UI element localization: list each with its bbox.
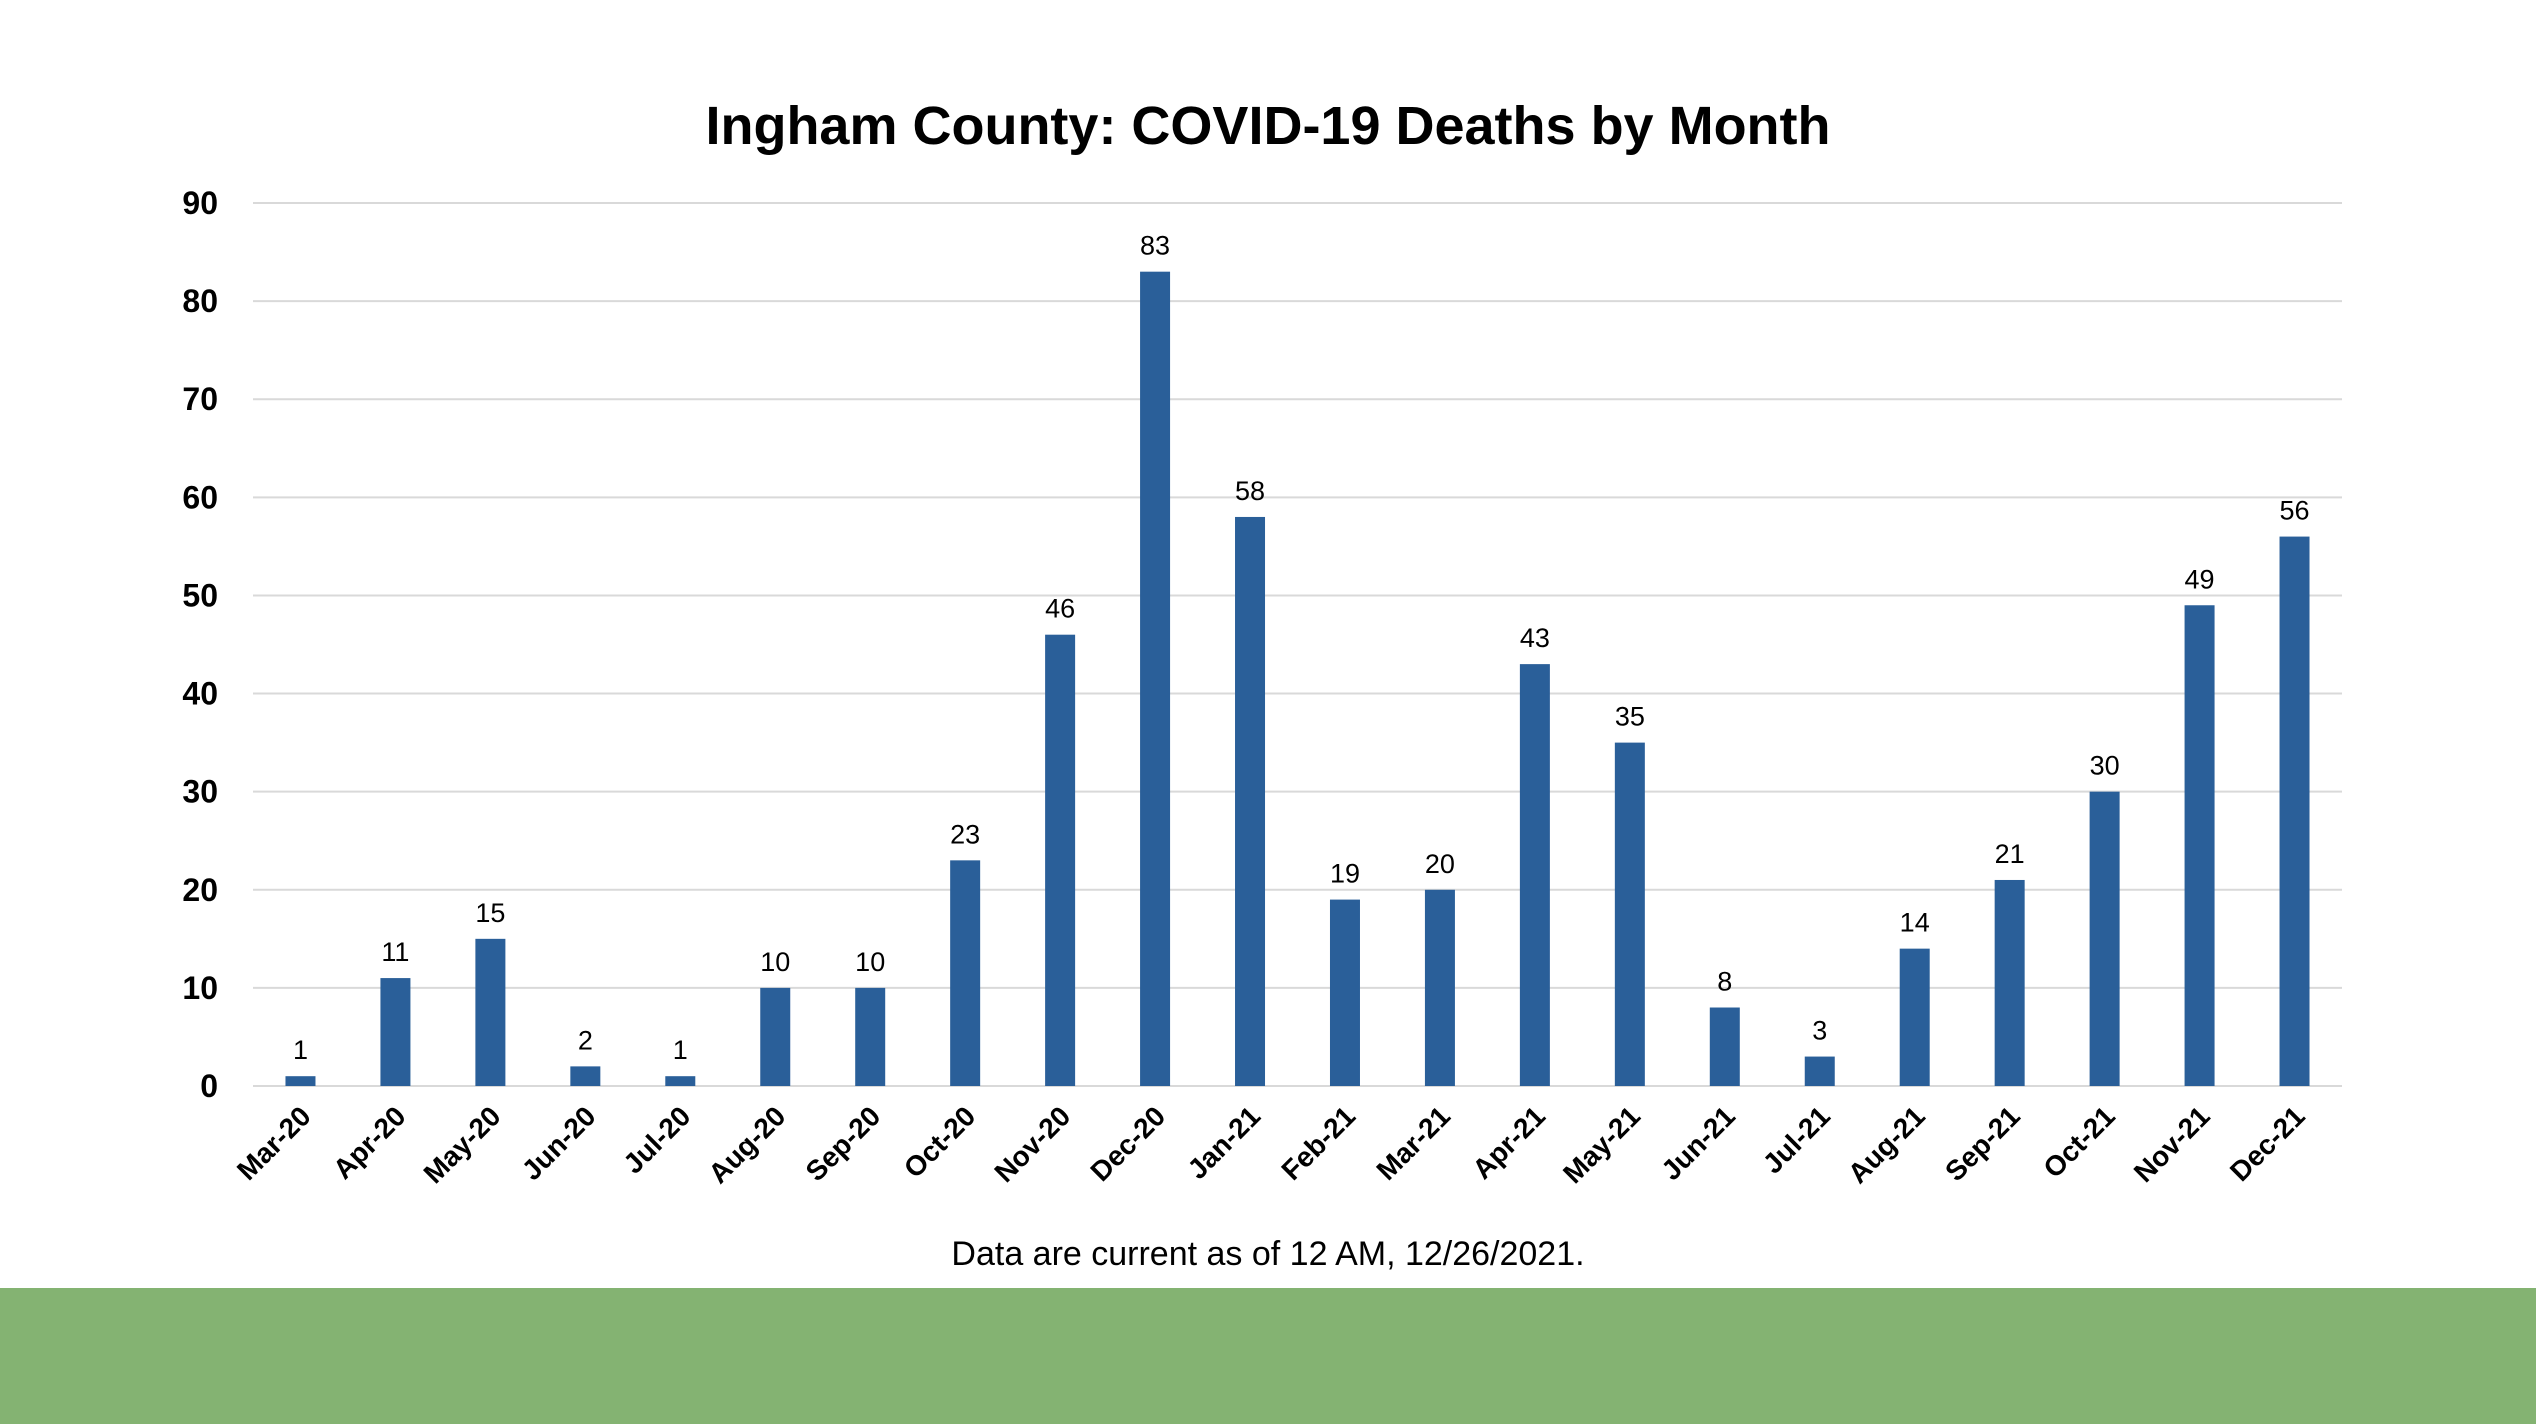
gridlines [253,202,2342,1087]
data-label-Mar-21: 20 [1425,849,1455,879]
data-label-Jul-21: 3 [1812,1016,1827,1046]
data-label-Sep-20: 10 [855,947,885,977]
data-label-May-21: 35 [1615,702,1645,732]
y-tick-label-10: 10 [182,970,218,1006]
y-tick-label-20: 20 [182,872,218,908]
bar-Nov-20 [1045,634,1076,1086]
bar-May-21 [1614,742,1645,1086]
data-label-Dec-20: 83 [1140,231,1170,261]
bar-Aug-21 [1899,948,1930,1086]
bar-Nov-21 [2184,605,2215,1086]
data-label-Oct-21: 30 [2090,751,2120,781]
data-label-Apr-21: 43 [1520,623,1550,653]
y-tick-label-90: 90 [182,185,218,221]
bar-Oct-21 [2089,791,2120,1086]
y-tick-label-0: 0 [200,1068,218,1104]
bar-Dec-20 [1140,271,1171,1087]
x-tick-label-Dec-21: Dec-21 [2224,1100,2311,1187]
x-tick-label-Oct-20: Oct-20 [898,1100,982,1184]
bar-Sep-21 [1994,879,2025,1086]
x-tick-label-Sep-20: Sep-20 [800,1100,887,1187]
data-label-Dec-21: 56 [2279,496,2309,526]
data-label-Oct-20: 23 [950,819,980,849]
x-axis-ticks: Mar-20 Apr-20 May-20 Jun-20 Jul-20 Aug-20 Sep-… [231,1100,2311,1189]
x-tick-label-Oct-21: Oct-21 [2037,1100,2121,1184]
x-tick-label-Jan-21: Jan-21 [1182,1100,1267,1185]
bar-Sep-20 [855,987,886,1086]
y-tick-label-80: 80 [182,283,218,319]
bar-Dec-21 [2279,536,2310,1086]
bar-Mar-21 [1424,889,1455,1086]
bar-Jun-20 [570,1066,601,1086]
bar-Mar-20 [285,1076,316,1086]
bar-May-20 [475,938,506,1086]
y-tick-label-30: 30 [182,774,218,810]
y-axis-ticks: 0 10 20 30 40 50 60 70 80 90 [182,185,218,1104]
x-tick-label-Apr-20: Apr-20 [327,1100,412,1185]
x-tick-label-Nov-21: Nov-21 [2128,1100,2216,1188]
bar-Aug-20 [760,987,791,1086]
data-label-May-20: 15 [475,898,505,928]
data-label-Sep-21: 21 [1995,839,2025,869]
x-tick-label-May-20: May-20 [418,1100,507,1189]
y-tick-label-50: 50 [182,577,218,613]
y-tick-label-40: 40 [182,676,218,712]
data-label-Jul-20: 1 [673,1035,688,1065]
x-tick-label-Jun-20: Jun-20 [516,1100,602,1186]
bar-Apr-21 [1519,664,1550,1086]
bar-Apr-20 [380,978,411,1086]
data-label-Aug-20: 10 [760,947,790,977]
bar-Jun-21 [1709,1007,1740,1086]
x-tick-label-Aug-20: Aug-20 [702,1100,791,1189]
x-tick-label-Dec-20: Dec-20 [1084,1100,1171,1187]
x-tick-label-May-21: May-21 [1557,1100,1646,1189]
data-label-Jan-21: 58 [1235,476,1265,506]
chart-title: Ingham County: COVID-19 Deaths by Month [705,96,1831,156]
bar-Jul-21 [1804,1056,1835,1086]
x-tick-label-Apr-21: Apr-21 [1466,1100,1551,1185]
bars [285,271,2310,1087]
data-currency-note: Data are current as of 12 AM, 12/26/2021… [951,1235,1585,1273]
bar-Oct-20 [950,860,981,1086]
x-tick-label-Feb-21: Feb-21 [1275,1100,1361,1186]
bar-Feb-21 [1329,899,1360,1086]
footer-band [0,1288,2536,1424]
x-tick-label-Jul-21: Jul-21 [1757,1100,1836,1179]
x-tick-label-Nov-20: Nov-20 [988,1100,1076,1188]
x-tick-label-Mar-21: Mar-21 [1370,1100,1456,1186]
data-label-Aug-21: 14 [1900,908,1930,938]
bar-Jan-21 [1235,516,1266,1086]
x-tick-label-Jun-21: Jun-21 [1655,1100,1741,1186]
x-tick-label-Sep-21: Sep-21 [1939,1100,2026,1187]
data-label-Nov-21: 49 [2185,564,2215,594]
x-tick-label-Aug-21: Aug-21 [1842,1100,1931,1189]
data-label-Jun-20: 2 [578,1025,593,1055]
bar-Jul-20 [665,1076,696,1086]
data-label-Apr-20: 11 [381,937,409,967]
x-tick-label-Jul-20: Jul-20 [617,1100,696,1179]
y-tick-label-70: 70 [182,381,218,417]
data-label-Feb-21: 19 [1330,859,1360,889]
data-label-Nov-20: 46 [1045,594,1075,624]
data-label-Jun-21: 8 [1717,967,1732,997]
data-label-Mar-20: 1 [293,1035,308,1065]
x-tick-label-Mar-20: Mar-20 [231,1100,317,1186]
y-tick-label-60: 60 [182,479,218,515]
